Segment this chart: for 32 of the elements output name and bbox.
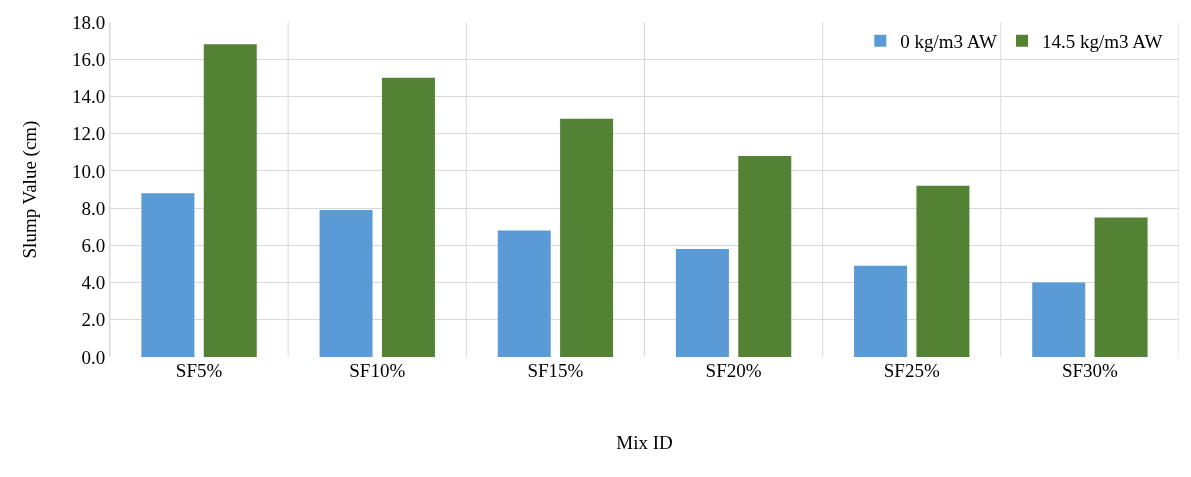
x-tick-label: SF20% bbox=[705, 360, 762, 381]
x-tick-label: SF15% bbox=[527, 360, 584, 381]
bar bbox=[1032, 282, 1086, 357]
bar bbox=[916, 185, 970, 357]
y-tick-label: 10.0 bbox=[71, 160, 106, 182]
y-tick-label: 18.0 bbox=[71, 11, 106, 33]
y-axis-title: Slump Value (cm) bbox=[18, 120, 41, 259]
bar bbox=[1094, 217, 1148, 357]
y-tick-label: 12.0 bbox=[71, 123, 106, 145]
y-tick-label: 14.0 bbox=[71, 86, 106, 108]
bar bbox=[738, 156, 792, 357]
y-tick-label: 16.0 bbox=[71, 48, 106, 70]
bar bbox=[560, 118, 614, 357]
y-tick-label: 8.0 bbox=[81, 197, 106, 219]
x-tick-label: SF30% bbox=[1061, 360, 1119, 381]
y-tick-label: 0.0 bbox=[81, 346, 106, 368]
bar bbox=[675, 249, 729, 357]
bar bbox=[854, 265, 908, 357]
y-tick-label: 6.0 bbox=[81, 234, 106, 256]
bar bbox=[203, 44, 257, 357]
bar bbox=[141, 193, 195, 357]
x-axis-title: Mix ID bbox=[616, 431, 673, 453]
y-tick-label: 2.0 bbox=[81, 309, 106, 331]
y-tick-label: 4.0 bbox=[81, 272, 106, 294]
legend-label: 14.5 kg/m3 AW bbox=[1042, 31, 1163, 53]
bar bbox=[497, 230, 551, 357]
x-tick-label: SF5% bbox=[175, 360, 223, 381]
bar bbox=[319, 209, 373, 357]
x-tick-label: SF25% bbox=[883, 360, 940, 381]
bar bbox=[381, 77, 435, 357]
legend-label: 0 kg/m3 AW bbox=[900, 31, 998, 53]
x-tick-label: SF10% bbox=[349, 360, 406, 381]
